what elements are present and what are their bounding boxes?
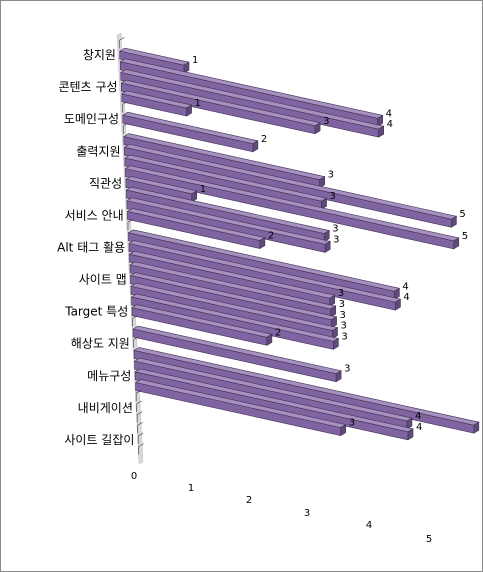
data-label: 1 — [192, 55, 198, 66]
x-tick-label: 2 — [246, 495, 252, 506]
data-label: 3 — [344, 364, 350, 375]
bar-end — [335, 370, 342, 383]
bar-top — [132, 315, 138, 319]
bar-end — [330, 305, 336, 318]
bar-end — [323, 230, 330, 243]
bar-top — [136, 389, 142, 394]
category-label: 출력지원 — [76, 144, 120, 158]
data-label: 3 — [338, 288, 344, 299]
bar-top — [138, 432, 144, 437]
category-label: 콘텐츠 구성 — [58, 80, 117, 94]
bar-end — [333, 337, 339, 350]
category-label: 서비스 안내 — [65, 208, 124, 222]
data-label: 2 — [275, 327, 281, 338]
data-label-group: 144312353513324433333235443 — [192, 55, 482, 433]
x-tick-label: 3 — [304, 508, 310, 519]
x-tick-label: 0 — [131, 471, 137, 482]
data-label: 5 — [459, 209, 465, 220]
bar-end — [186, 104, 192, 117]
bar-top — [122, 101, 128, 105]
bar-end — [378, 125, 384, 138]
bar-end — [314, 122, 321, 135]
bar-top — [136, 400, 142, 405]
bar-end — [266, 333, 273, 346]
bar-end — [259, 237, 266, 250]
data-label: 4 — [402, 281, 408, 292]
bar-end — [451, 215, 457, 228]
category-label: 도메인구성 — [64, 112, 119, 126]
bar-top — [137, 411, 143, 415]
category-label: Target 특성 — [64, 305, 128, 319]
category-label: Alt 태그 활용 — [57, 241, 125, 255]
data-label: 4 — [415, 411, 421, 422]
x-tick-label: 5 — [426, 534, 432, 545]
data-label: 3 — [330, 191, 336, 202]
bar-end — [183, 61, 190, 74]
category-label: 해상도 지원 — [71, 337, 130, 351]
bar-top — [127, 218, 134, 223]
data-label: 3 — [328, 170, 334, 181]
data-label: 4 — [416, 422, 422, 433]
data-label: 1 — [200, 184, 206, 195]
data-label: 3 — [341, 331, 347, 342]
category-label: 사이트 맵 — [79, 273, 127, 287]
bar-end — [331, 316, 337, 329]
bar-end — [329, 294, 336, 307]
data-label: 3 — [349, 418, 355, 429]
data-label: 4 — [403, 292, 409, 303]
data-label: 3 — [340, 321, 346, 332]
bar-end — [395, 298, 401, 311]
data-label: 3 — [333, 234, 339, 245]
data-label: 2 — [268, 231, 274, 242]
category-label: 사이트 길잡이 — [64, 433, 134, 447]
bar-end — [324, 240, 331, 253]
data-label: 1 — [195, 98, 201, 109]
data-label: 3 — [332, 224, 338, 235]
bar-end — [319, 176, 325, 189]
bar-group — [118, 37, 480, 455]
data-label: 3 — [339, 299, 345, 310]
bar-end — [473, 421, 480, 434]
data-label: 5 — [462, 231, 468, 242]
bar-top — [133, 336, 139, 340]
category-label: 메뉴구성 — [87, 369, 131, 383]
bar-top — [138, 443, 144, 447]
bar-end — [453, 237, 460, 250]
data-label: 4 — [387, 119, 393, 130]
data-label: 3 — [340, 310, 346, 321]
category-label: 직관성 — [89, 176, 122, 190]
bar-end — [252, 140, 259, 153]
bar-top — [119, 37, 125, 41]
bar-end — [340, 424, 346, 437]
data-label: 3 — [323, 116, 329, 127]
x-tick-label: 1 — [188, 483, 194, 494]
bar-end — [406, 417, 413, 430]
data-label: 2 — [261, 134, 267, 145]
data-label: 4 — [386, 108, 392, 119]
bar-end — [407, 428, 414, 441]
bar-end — [377, 114, 383, 127]
category-label: 내비게이션 — [78, 401, 133, 415]
bar-end — [394, 287, 400, 300]
bar-end — [191, 190, 198, 203]
bar-top — [137, 422, 143, 426]
category-label: 창지원 — [83, 48, 116, 62]
x-tick-label: 4 — [366, 520, 372, 531]
bar-end — [321, 197, 327, 210]
bar-end — [332, 327, 338, 340]
